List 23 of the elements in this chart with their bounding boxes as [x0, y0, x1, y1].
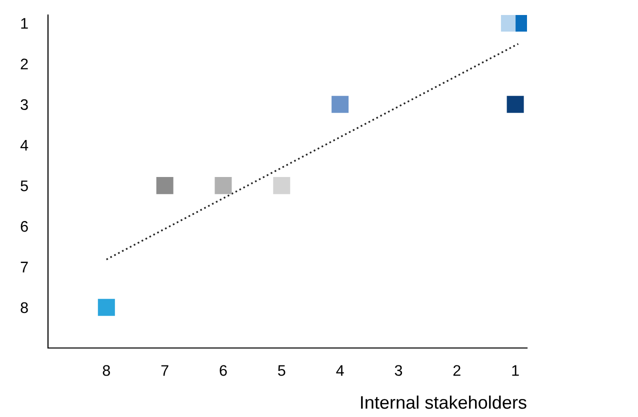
y-tick-label: 6	[20, 221, 28, 232]
x-axis-title: Internal stakeholders	[361, 396, 526, 409]
x-tick-label: 2	[453, 365, 460, 376]
point	[214, 177, 232, 194]
point	[273, 177, 290, 194]
y-tick-label: 7	[20, 262, 28, 272]
point	[332, 96, 349, 113]
x-tick-label: 4	[336, 365, 344, 376]
y-tick-label: 1	[21, 18, 28, 29]
y-tick-label: 4	[20, 140, 28, 150]
y-tick-label: 3	[20, 99, 28, 110]
point	[98, 298, 115, 316]
y-tick-label: 5	[20, 180, 28, 192]
y-tick-label: 8	[20, 302, 28, 314]
x-tick-label: 8	[102, 365, 110, 376]
x-tick-label: 3	[394, 365, 402, 376]
y-tick-label: 2	[20, 58, 28, 70]
point	[156, 177, 174, 194]
x-tick-label: 7	[161, 365, 168, 376]
point	[506, 96, 524, 113]
x-tick-label: 6	[220, 365, 227, 376]
x-tick-label: 5	[278, 365, 286, 376]
x-tick-label: 1	[512, 365, 519, 376]
